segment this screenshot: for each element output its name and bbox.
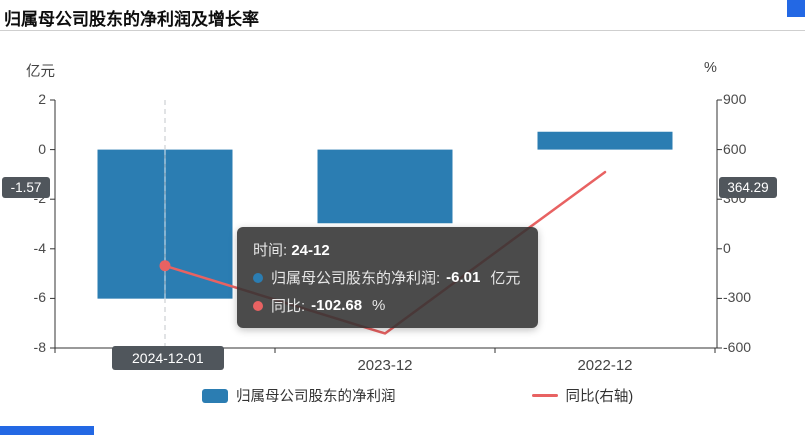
scrollbar-thumb-top-right[interactable] — [787, 0, 805, 17]
right-axis-unit-label: % — [704, 60, 717, 76]
bar-series-marker-dot — [253, 272, 263, 283]
legend-label-yoy: 同比(右轴) — [565, 389, 634, 405]
bar-2023-12[interactable] — [317, 149, 453, 224]
tooltip-time-row: 时间: 24-12 — [253, 239, 520, 260]
tooltip-row-net-profit: 归属母公司股东的净利润: -6.01 亿元 — [253, 267, 520, 288]
line-series-legend-marker — [531, 394, 558, 397]
legend-label-net-profit: 归属母公司股东的净利润 — [236, 389, 396, 405]
tooltip-row-label: 归属母公司股东的净利润: — [271, 270, 441, 287]
left-axis-pointer-badge: -1.57 — [2, 177, 50, 198]
tooltip-row-value: -102.68 — [311, 297, 363, 314]
right-axis-pointer-badge: 364.29 — [719, 177, 777, 198]
chart-tooltip: 时间: 24-12 归属母公司股东的净利润: -6.01 亿元 同比: -102… — [237, 227, 539, 328]
left-axis-unit-label: 亿元 — [26, 64, 55, 80]
tooltip-row-yoy: 同比: -102.68 % — [253, 295, 520, 316]
bar-series-legend-marker — [202, 388, 228, 403]
tooltip-row-value: -6.01 — [446, 269, 481, 286]
legend-item-net-profit[interactable]: 归属母公司股东的净利润 — [202, 385, 396, 406]
title-divider — [0, 30, 805, 31]
bar-2022-12[interactable] — [537, 131, 673, 150]
tooltip-time-label: 时间: — [253, 242, 288, 259]
tooltip-row-label: 同比: — [271, 298, 306, 315]
page-title: 归属母公司股东的净利润及增长率 — [4, 10, 259, 29]
x-axis-pointer-badge: 2024-12-01 — [112, 346, 224, 370]
legend-item-yoy[interactable]: 同比(右轴) — [531, 385, 634, 406]
tooltip-time-value: 24-12 — [291, 242, 330, 259]
tooltip-row-unit: 亿元 — [490, 270, 521, 287]
tooltip-row-unit: % — [372, 297, 386, 314]
legend: 归属母公司股东的净利润 同比(右轴) — [202, 385, 633, 406]
hovered-point-dot[interactable] — [159, 260, 171, 272]
line-series-marker-dot — [253, 300, 263, 311]
scrollbar-thumb-bottom-left[interactable] — [0, 426, 94, 435]
